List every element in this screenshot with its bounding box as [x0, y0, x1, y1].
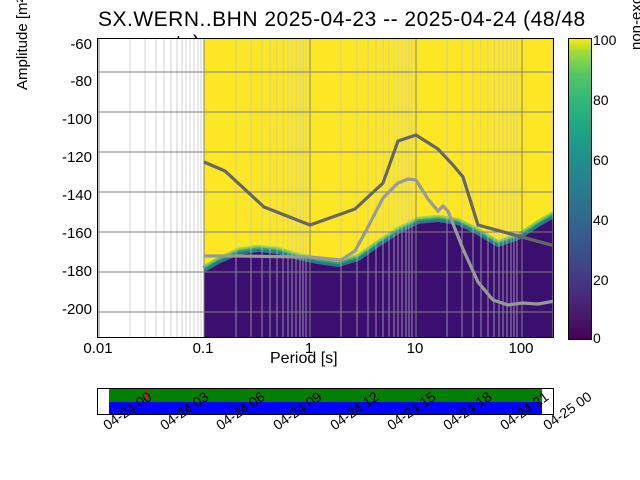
xtick-label: 10	[407, 340, 424, 357]
ppsd-heatmap-plot[interactable]	[97, 38, 554, 338]
cbtick-label: 60	[593, 152, 609, 168]
ytick-label: -120	[44, 149, 92, 166]
ppsd-plot-window: SX.WERN..BHN 2025-04-23 -- 2025-04-24 (4…	[0, 0, 640, 480]
ppsd-heatmap-svg	[98, 39, 554, 338]
ytick-label: -80	[44, 73, 92, 90]
colorbar-axis-label: non-exceedance (cumulative) [%]	[628, 0, 640, 50]
ytick-label: -160	[44, 225, 92, 242]
ytick-label: -200	[44, 301, 92, 318]
ytick-label: -60	[44, 36, 92, 53]
ytick-label: -100	[44, 111, 92, 128]
cbtick-label: 20	[593, 272, 609, 288]
cbtick-label: 0	[593, 330, 601, 346]
cbtick-label: 100	[593, 32, 616, 48]
xtick-label: 0.1	[193, 340, 214, 357]
y-axis-label: Amplitude [m²/s⁴/Hz] [dB]	[14, 0, 31, 90]
cbtick-label: 80	[593, 92, 609, 108]
xtick-label: 0.01	[83, 340, 112, 357]
cbtick-label: 40	[593, 212, 609, 228]
ytick-label: -180	[44, 263, 92, 280]
x-axis-label: Period [s]	[270, 350, 338, 368]
ytick-label: -140	[44, 187, 92, 204]
xtick-label: 100	[508, 340, 533, 357]
colorbar[interactable]	[568, 38, 592, 340]
